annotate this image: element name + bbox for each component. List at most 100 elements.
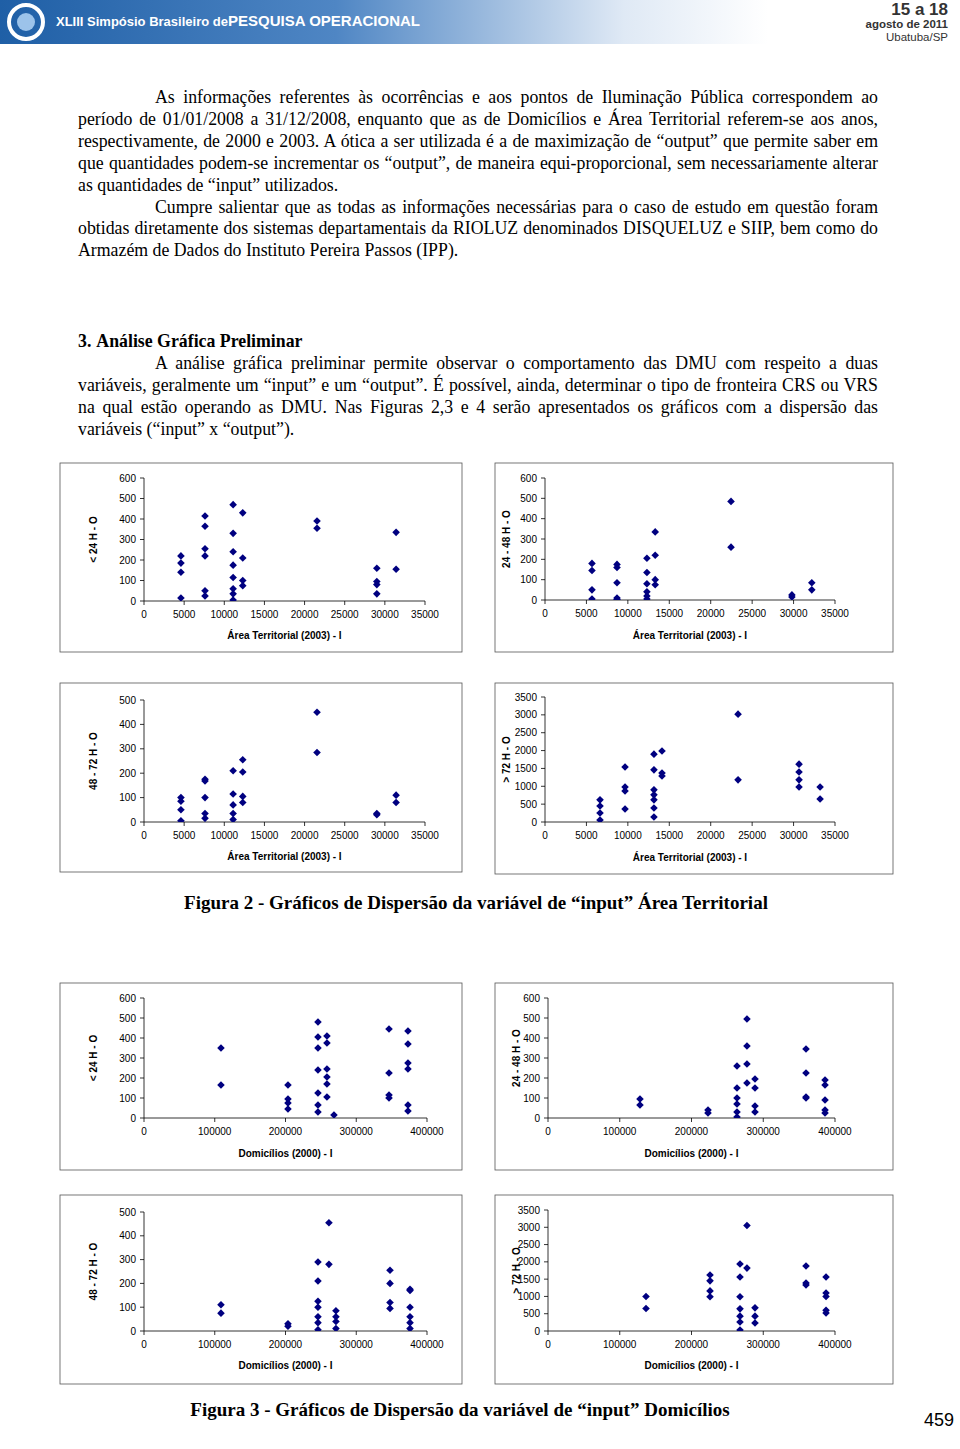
paragraph: As informações referentes às ocorrências… xyxy=(78,87,878,197)
chart: 0500010000150002000025000300003500001002… xyxy=(60,683,462,872)
y-tick xyxy=(544,1279,548,1280)
x-tick-label: 25000 xyxy=(331,609,359,620)
y-axis-title: > 72 H - O xyxy=(511,1247,522,1294)
x-tick xyxy=(285,1118,286,1122)
y-tick xyxy=(140,539,144,540)
y-tick xyxy=(541,822,545,823)
point xyxy=(373,581,381,589)
point xyxy=(795,760,803,768)
point xyxy=(736,1318,744,1326)
point xyxy=(802,1262,810,1270)
x-tick-label: 5000 xyxy=(173,830,196,841)
point xyxy=(392,791,400,799)
point xyxy=(332,1325,340,1331)
y-tick xyxy=(541,559,545,560)
point xyxy=(406,1287,414,1295)
x-tick xyxy=(586,600,587,604)
x-tick xyxy=(545,600,546,604)
y-tick xyxy=(140,1212,144,1213)
x-tick-label: 200000 xyxy=(675,1339,709,1350)
y-tick-label: 0 xyxy=(534,1113,540,1124)
y-tick-label: 100 xyxy=(523,1093,540,1104)
points xyxy=(177,501,400,601)
point xyxy=(177,594,185,601)
y-tick xyxy=(140,1283,144,1284)
y-tick-label: 300 xyxy=(520,534,537,545)
y-tick-label: 100 xyxy=(119,575,136,586)
point xyxy=(314,1326,322,1331)
chart-frame xyxy=(60,1195,462,1384)
y-tick xyxy=(140,498,144,499)
point xyxy=(736,1305,744,1313)
point xyxy=(201,522,209,530)
y-tick-label: 500 xyxy=(523,1308,540,1319)
section-number: 3. xyxy=(78,331,91,351)
point xyxy=(736,1260,744,1268)
x-axis-title: Área Territorial (2003) - I xyxy=(227,629,342,641)
point xyxy=(217,1081,225,1089)
point xyxy=(706,1277,714,1285)
x-tick-label: 300000 xyxy=(340,1126,374,1137)
x-tick-label: 15000 xyxy=(655,830,683,841)
x-axis-title: Domicílios (2000) - I xyxy=(239,1148,333,1159)
y-tick-label: 1500 xyxy=(515,763,538,774)
x-tick xyxy=(344,601,345,605)
point xyxy=(323,1065,331,1073)
point xyxy=(795,768,803,776)
point xyxy=(239,582,247,590)
x-tick-label: 200000 xyxy=(269,1339,303,1350)
y-tick xyxy=(544,1118,548,1119)
y-tick-label: 300 xyxy=(523,1053,540,1064)
x-tick xyxy=(214,1331,215,1335)
point xyxy=(588,586,596,594)
point xyxy=(743,1222,751,1230)
x-tick xyxy=(548,1118,549,1122)
x-tick-label: 100000 xyxy=(603,1339,637,1350)
point xyxy=(822,1309,830,1317)
y-tick-label: 300 xyxy=(119,1053,136,1064)
y-tick xyxy=(140,1078,144,1079)
chart-frame xyxy=(60,983,462,1170)
x-tick-label: 400000 xyxy=(410,1126,444,1137)
point xyxy=(650,813,658,821)
point xyxy=(816,795,824,803)
logo xyxy=(4,0,54,44)
section-text: A análise gráfica preliminar permite obs… xyxy=(78,353,878,441)
point xyxy=(736,1293,744,1301)
x-tick-label: 10000 xyxy=(614,830,642,841)
y-tick-label: 100 xyxy=(520,574,537,585)
point xyxy=(323,1080,331,1088)
point xyxy=(596,802,604,810)
point xyxy=(821,1109,829,1117)
x-tick xyxy=(384,822,385,826)
y-axis-title: 48 - 72 H - O xyxy=(88,732,99,790)
x-tick xyxy=(763,1331,764,1335)
x-tick xyxy=(184,601,185,605)
y-tick-label: 0 xyxy=(534,1326,540,1337)
point xyxy=(802,1094,810,1102)
y-tick xyxy=(140,478,144,479)
x-tick-label: 100000 xyxy=(198,1126,232,1137)
x-tick xyxy=(545,822,546,826)
y-tick xyxy=(544,1244,548,1245)
point xyxy=(734,710,742,718)
point xyxy=(650,766,658,774)
x-tick xyxy=(752,600,753,604)
point xyxy=(736,1273,744,1281)
y-tick xyxy=(541,786,545,787)
x-tick-label: 0 xyxy=(141,1126,147,1137)
x-tick-label: 10000 xyxy=(210,609,238,620)
chart-frame xyxy=(495,683,893,874)
x-tick-label: 30000 xyxy=(780,830,808,841)
point xyxy=(621,787,629,795)
y-tick-label: 500 xyxy=(119,493,136,504)
point xyxy=(795,776,803,784)
point xyxy=(385,1094,393,1102)
point xyxy=(323,1093,331,1101)
x-tick-label: 400000 xyxy=(410,1339,444,1350)
x-tick-label: 30000 xyxy=(371,609,399,620)
point xyxy=(313,749,321,757)
y-tick-label: 100 xyxy=(119,1302,136,1313)
x-tick xyxy=(264,601,265,605)
y-tick-label: 300 xyxy=(119,1254,136,1265)
